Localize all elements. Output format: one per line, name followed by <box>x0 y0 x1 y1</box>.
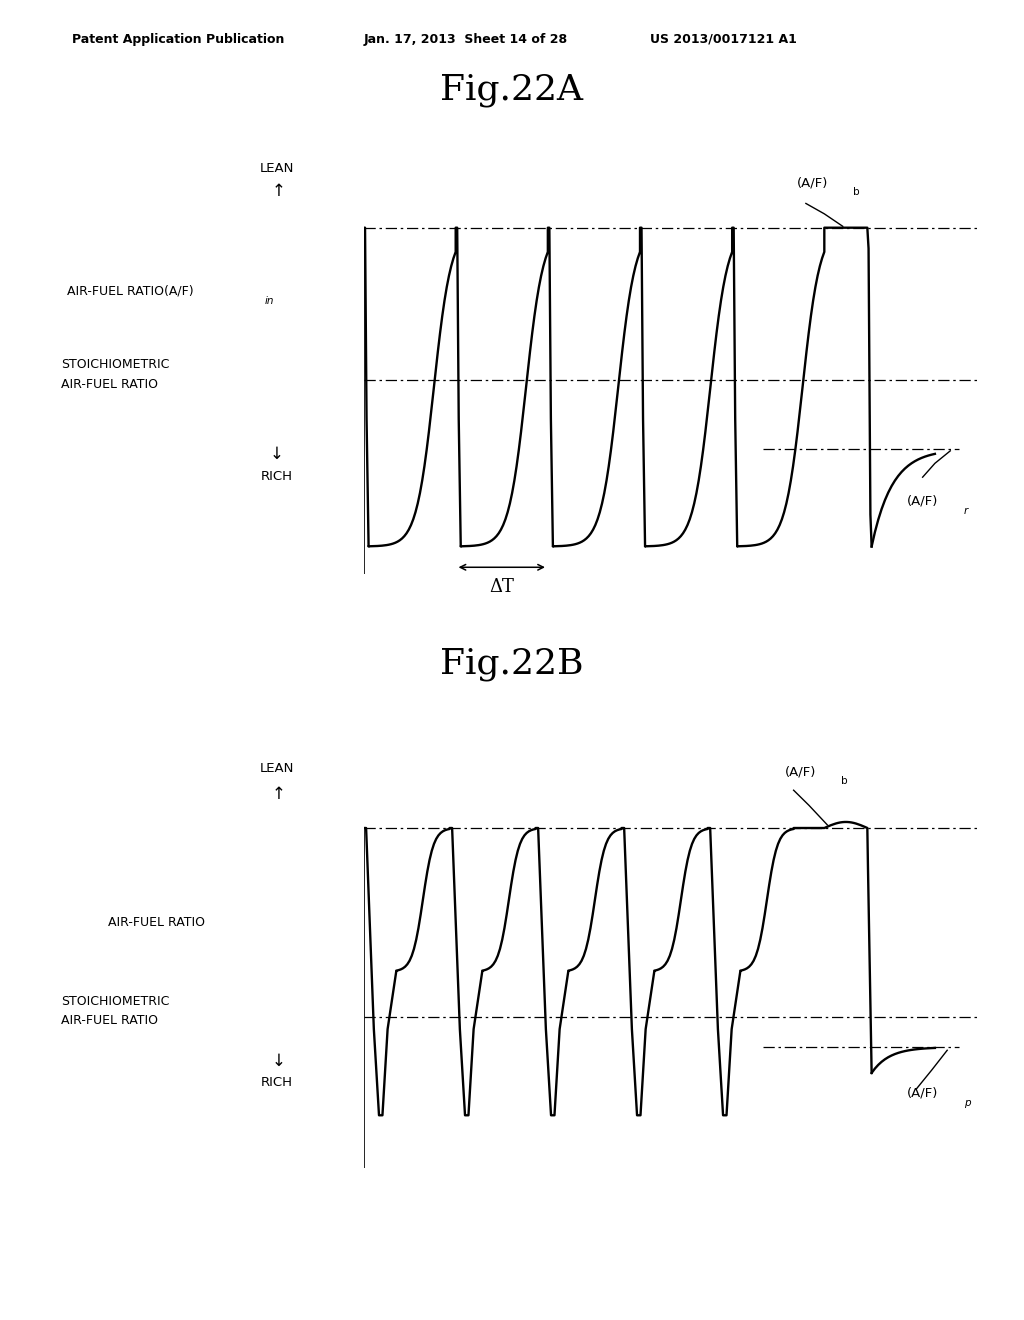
Text: AIR-FUEL RATIO(A/F): AIR-FUEL RATIO(A/F) <box>67 284 194 297</box>
Text: STOICHIOMETRIC: STOICHIOMETRIC <box>61 358 170 371</box>
Text: ↑: ↑ <box>271 182 286 199</box>
Text: in: in <box>264 296 273 306</box>
Text: US 2013/0017121 A1: US 2013/0017121 A1 <box>650 33 797 46</box>
Text: r: r <box>964 506 968 516</box>
Text: LEAN: LEAN <box>259 762 294 775</box>
Text: (A/F): (A/F) <box>907 1086 939 1100</box>
Text: ΔT: ΔT <box>489 578 514 595</box>
Text: (A/F): (A/F) <box>907 495 939 508</box>
Text: RICH: RICH <box>260 1077 293 1089</box>
Text: b: b <box>841 776 847 787</box>
Text: STOICHIOMETRIC: STOICHIOMETRIC <box>61 995 170 1007</box>
Text: (A/F): (A/F) <box>797 176 828 189</box>
Text: (A/F): (A/F) <box>784 766 816 777</box>
Text: ↓: ↓ <box>269 445 284 463</box>
Text: Patent Application Publication: Patent Application Publication <box>72 33 284 46</box>
Text: ↓: ↓ <box>271 1052 286 1069</box>
Text: RICH: RICH <box>260 470 293 483</box>
Text: p: p <box>964 1098 970 1107</box>
Text: AIR-FUEL RATIO: AIR-FUEL RATIO <box>61 378 159 391</box>
Text: AIR-FUEL RATIO: AIR-FUEL RATIO <box>108 916 205 929</box>
Text: b: b <box>853 187 859 198</box>
Text: Fig.22A: Fig.22A <box>440 73 584 107</box>
Text: Fig.22B: Fig.22B <box>440 647 584 681</box>
Text: ↑: ↑ <box>271 784 286 803</box>
Text: AIR-FUEL RATIO: AIR-FUEL RATIO <box>61 1015 159 1027</box>
Text: LEAN: LEAN <box>259 162 294 174</box>
Text: Jan. 17, 2013  Sheet 14 of 28: Jan. 17, 2013 Sheet 14 of 28 <box>364 33 567 46</box>
